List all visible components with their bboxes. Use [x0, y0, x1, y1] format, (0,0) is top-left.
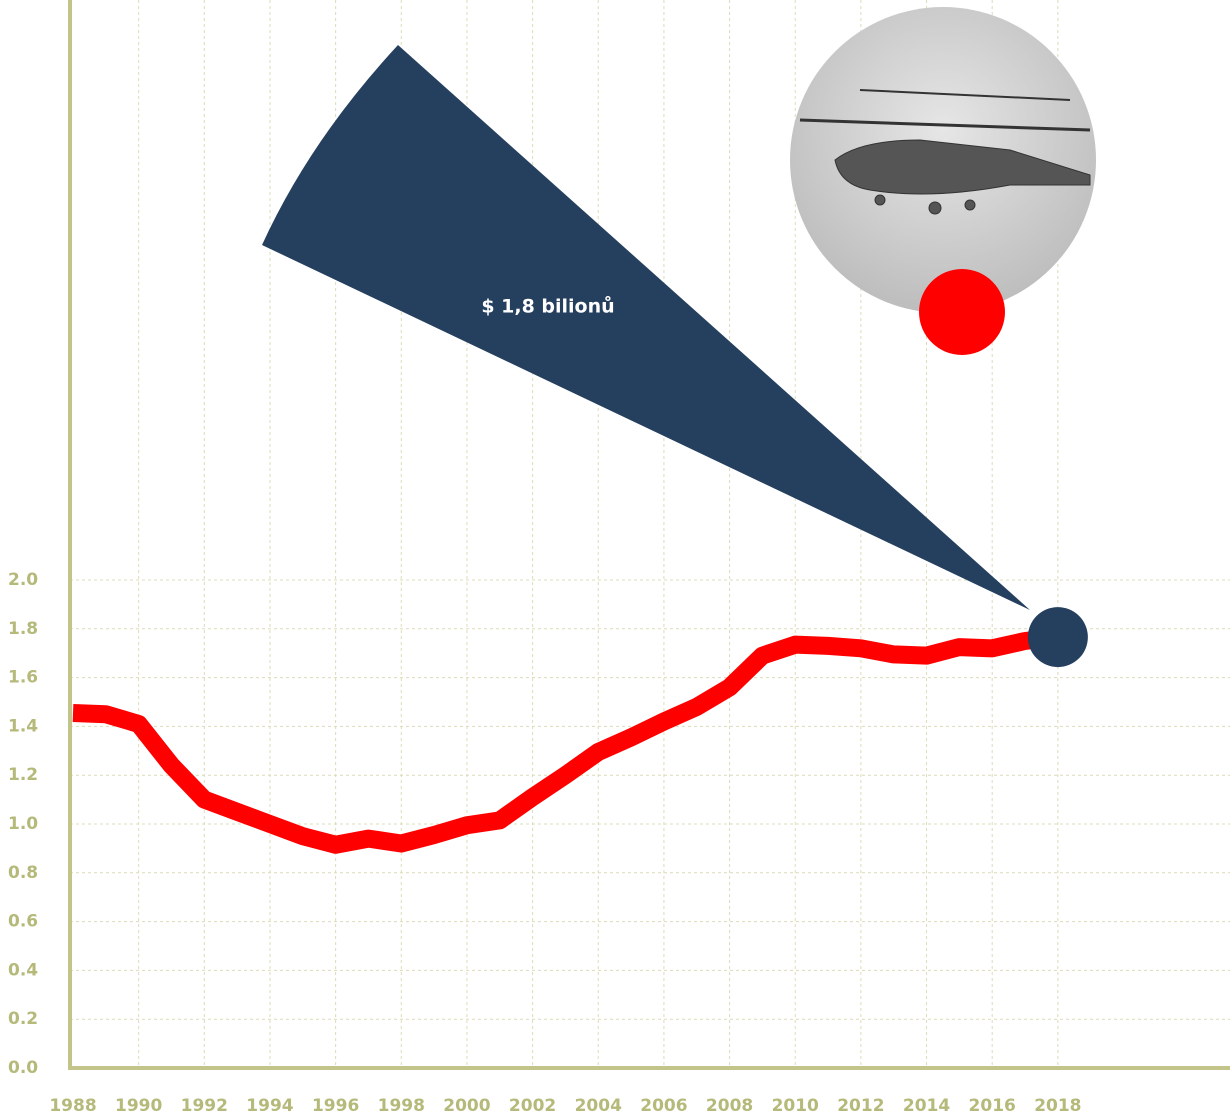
grid	[70, 0, 1230, 1068]
y-tick-label: 2.0	[8, 570, 38, 590]
x-tick-label: 1996	[312, 1096, 359, 1116]
marks	[72, 607, 1088, 854]
x-tick-label: 1994	[246, 1096, 293, 1116]
labels: 0.0 0.2 0.4 0.6 0.8 1.0 1.2 1.4 1.6 1.8 2.0 1988 199…	[8, 570, 1082, 1116]
y-tick-label: 0.0	[8, 1058, 38, 1078]
y-tick-label: 1.6	[8, 668, 38, 688]
y-tick-label: 0.4	[8, 960, 38, 980]
y-tick-label: 1.0	[8, 814, 38, 834]
x-tick-label: 2016	[969, 1096, 1016, 1116]
x-tick-label: 2008	[706, 1096, 753, 1116]
x-tick-label: 2006	[640, 1096, 687, 1116]
x-tick-label: 1988	[49, 1096, 96, 1116]
x-tick-label: 2002	[509, 1096, 556, 1116]
red-dot	[919, 269, 1005, 355]
line	[72, 628, 1059, 854]
y-tick-label: 1.8	[8, 619, 38, 639]
x-tick-label: 2018	[1034, 1096, 1081, 1116]
x-tick-label: 1992	[181, 1096, 228, 1116]
y-tick-label: 1.4	[8, 716, 38, 736]
x-tick-label: 2014	[903, 1096, 950, 1116]
x-tick-label: 2000	[443, 1096, 490, 1116]
y-tick-label: 1.2	[8, 765, 38, 785]
x-tick-label: 2012	[837, 1096, 884, 1116]
annotation: $ 1,8 bilionů	[481, 295, 614, 318]
highlight-point	[1027, 607, 1088, 668]
helicopter-icon	[799, 89, 1091, 215]
x-tick-label: 2004	[575, 1096, 622, 1116]
x-tick-label: 1990	[115, 1096, 162, 1116]
x-tick-label: 1998	[378, 1096, 425, 1116]
y-tick-label: 0.8	[8, 863, 38, 883]
y-tick-label: 0.2	[8, 1009, 38, 1029]
x-tick-label: 2010	[772, 1096, 819, 1116]
callout-wedge	[262, 45, 1030, 610]
y-tick-label: 0.6	[8, 912, 38, 932]
